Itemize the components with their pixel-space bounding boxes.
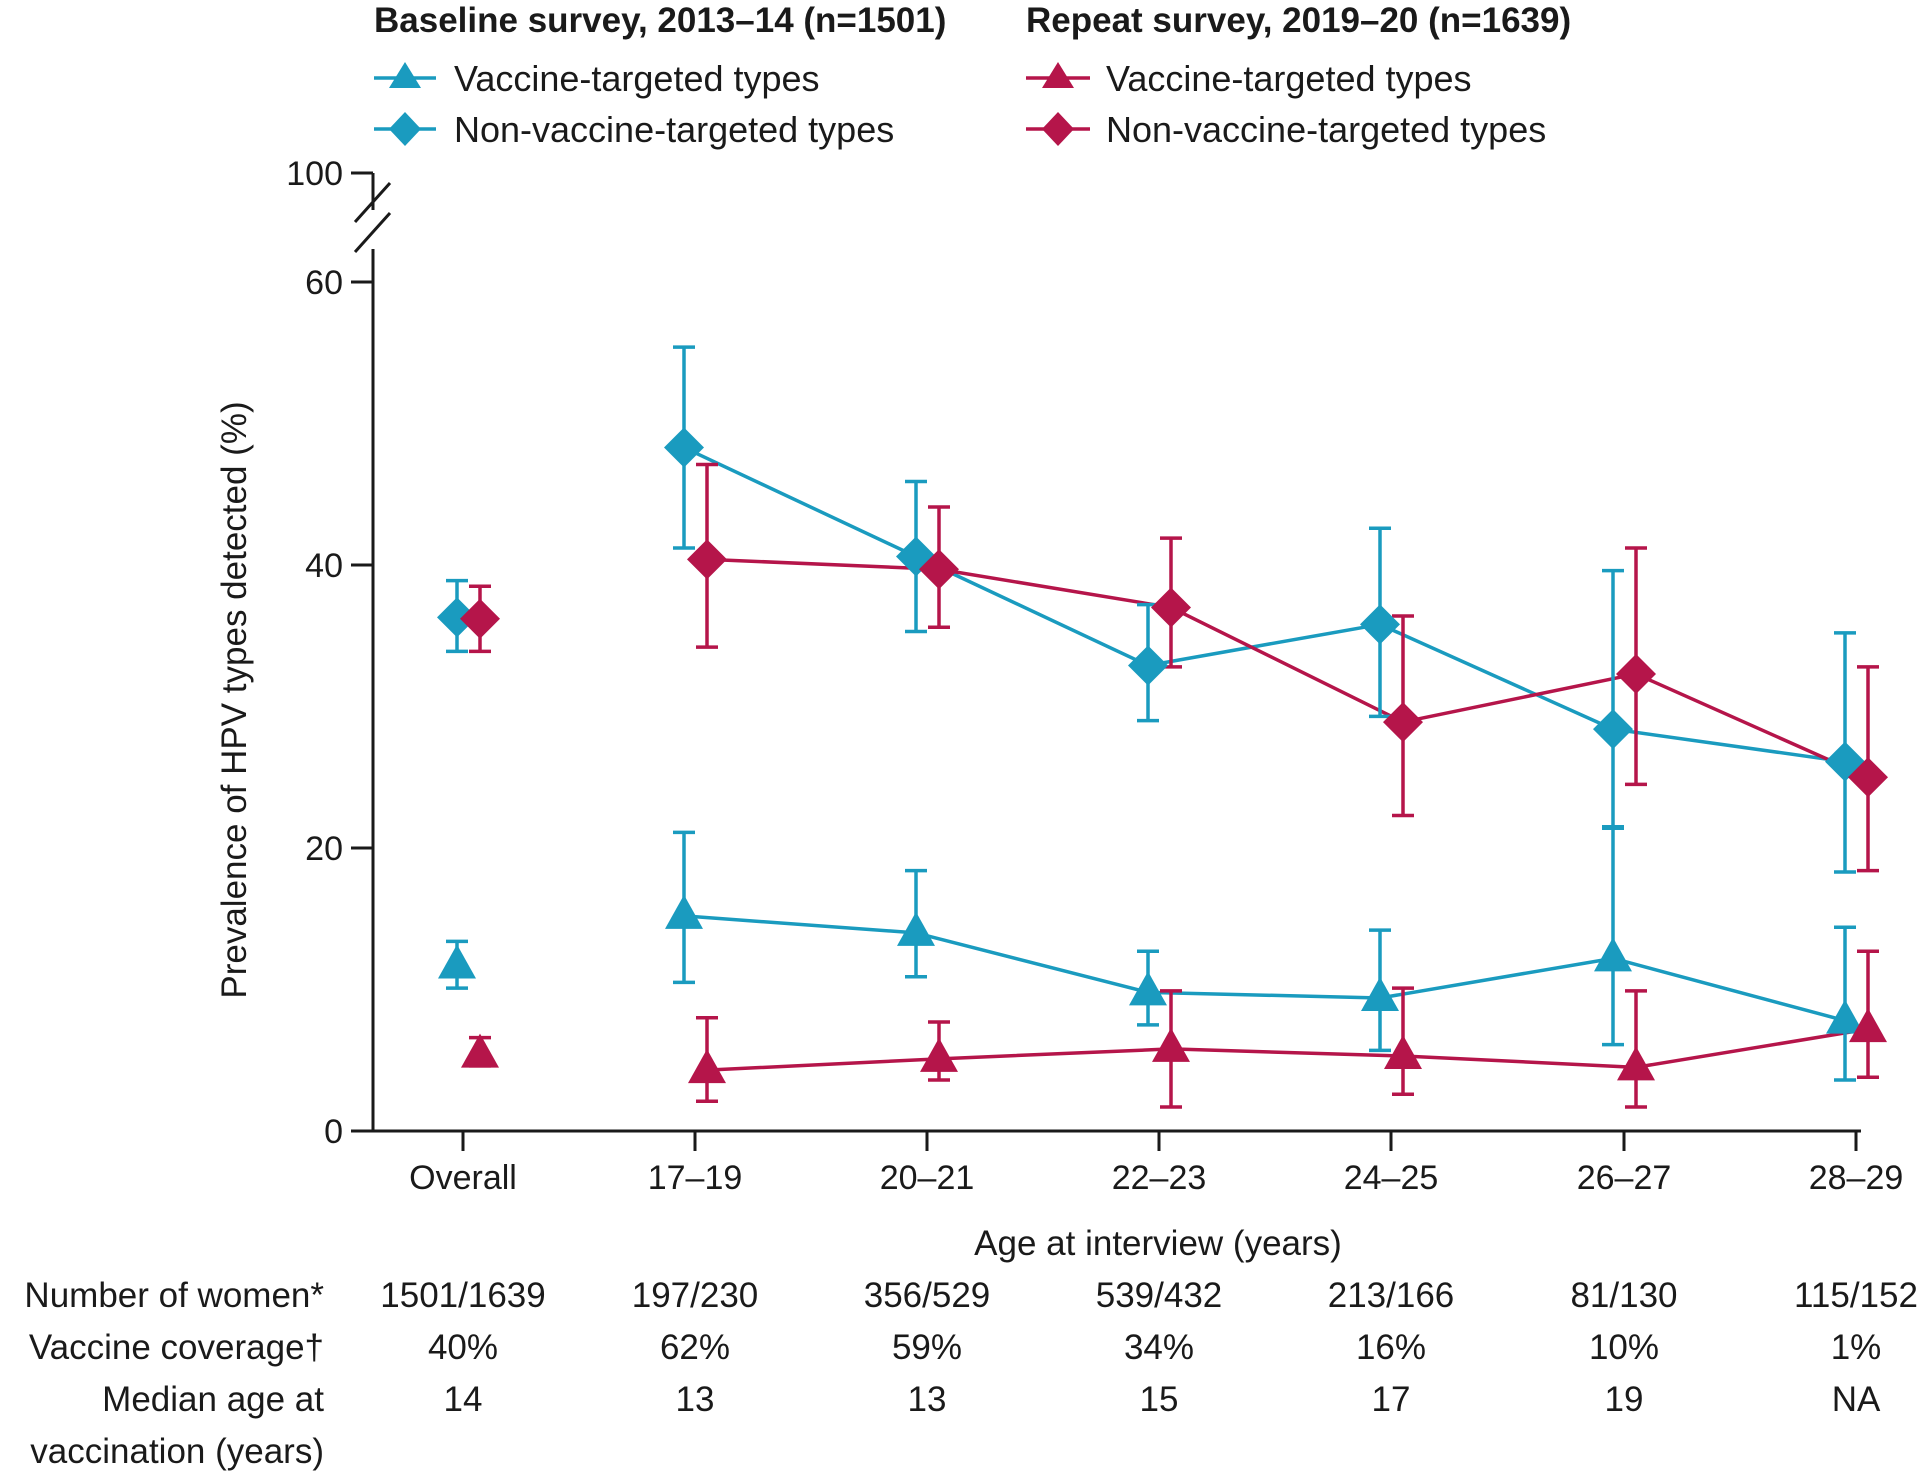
legend-key-baseline-nonvaccine: Non-vaccine-targeted types (374, 109, 894, 150)
table-cell: 40% (428, 1328, 498, 1367)
table-cell: 16% (1356, 1328, 1426, 1367)
error-bar-baseline-triangle (1602, 825, 1624, 1047)
x-tick-label: Overall (409, 1159, 517, 1197)
x-tick-label: 28–29 (1809, 1159, 1904, 1197)
table-cell: 59% (892, 1328, 962, 1367)
marker-baseline-diamond (1128, 645, 1168, 686)
x-tick-label: 22–23 (1112, 1159, 1207, 1197)
axes (353, 173, 1861, 1133)
legend-label-repeat-nonvaccine: Non-vaccine-targeted types (1106, 109, 1546, 150)
y-axis-break-mark (353, 181, 392, 224)
table-cell: 13 (676, 1380, 715, 1419)
table-cell: 1% (1831, 1328, 1882, 1367)
table-cell: 356/529 (864, 1276, 991, 1315)
table-cell: NA (1832, 1380, 1881, 1419)
marker-baseline-diamond (1593, 709, 1633, 750)
series-lines (683, 445, 1869, 1072)
y-tick-label: 40 (305, 547, 343, 585)
table-cell: 539/432 (1096, 1276, 1223, 1315)
diamond-marker-icon (389, 112, 421, 146)
marker-repeat-triangle (1384, 1035, 1422, 1070)
x-ticks: Overall 17–19 20–21 22–23 24–25 26–27 28–29 (409, 1131, 1903, 1197)
y-axis-break-mark (353, 211, 392, 254)
table-cell: 19 (1605, 1380, 1644, 1419)
marker-repeat-triangle (1617, 1046, 1655, 1081)
series-line-baseline-triangle (683, 914, 1846, 1023)
x-tick-label: 24–25 (1344, 1159, 1439, 1197)
marker-repeat-triangle (461, 1033, 499, 1068)
triangle-marker-icon (1042, 62, 1074, 88)
marker-baseline-diamond (664, 427, 704, 468)
data-table: Number of women* 1501/1639 197/230 356/529 5… (24, 1276, 1918, 1471)
table-cell: 197/230 (632, 1276, 759, 1315)
legend-key-repeat-vaccine: Vaccine-targeted types (1026, 58, 1472, 99)
x-axis-title: Age at interview (years) (974, 1224, 1342, 1263)
x-tick-label: 26–27 (1577, 1159, 1672, 1197)
x-tick-label: 20–21 (880, 1159, 975, 1197)
marker-repeat-diamond (919, 549, 959, 590)
diamond-marker-icon (1042, 112, 1074, 146)
table-row-label: Vaccine coverage† (29, 1328, 324, 1367)
marker-repeat-triangle (920, 1037, 958, 1072)
marker-repeat-diamond (1151, 587, 1191, 628)
marker-repeat-diamond (1383, 702, 1423, 743)
error-bar-baseline-diamond (1602, 568, 1624, 830)
table-cell: 34% (1124, 1328, 1194, 1367)
table-cell: 15 (1140, 1380, 1179, 1419)
table-cell: 62% (660, 1328, 730, 1367)
legend-label-baseline-vaccine: Vaccine-targeted types (454, 58, 820, 99)
legend-label-repeat-vaccine: Vaccine-targeted types (1106, 58, 1472, 99)
marker-repeat-triangle (1152, 1027, 1190, 1062)
marker-baseline-triangle (665, 894, 703, 929)
marker-baseline-triangle (1129, 971, 1167, 1006)
y-ticks: 0 20 40 60 (305, 264, 373, 1151)
table-cell: 1501/1639 (380, 1276, 545, 1315)
marker-baseline-triangle (438, 944, 476, 979)
y-break-tick: 100 (286, 155, 373, 193)
y-tick-label: 20 (305, 830, 343, 868)
x-tick-label: 17–19 (648, 1159, 743, 1197)
series-line-repeat-diamond (706, 557, 1869, 779)
legend-key-baseline-vaccine: Vaccine-targeted types (374, 58, 820, 99)
marker-baseline-diamond (437, 597, 477, 638)
legend-title-repeat: Repeat survey, 2019–20 (n=1639) (1026, 1, 1571, 40)
y-axis-title: Prevalence of HPV types detected (%) (215, 401, 254, 998)
data-markers (437, 427, 1888, 1084)
table-cell: 213/166 (1328, 1276, 1455, 1315)
marker-baseline-triangle (1361, 976, 1399, 1011)
legend: Baseline survey, 2013–14 (n=1501) Repeat… (374, 1, 1571, 150)
legend-key-repeat-nonvaccine: Non-vaccine-targeted types (1026, 109, 1546, 150)
marker-baseline-triangle (1594, 937, 1632, 972)
table-cell: 13 (908, 1380, 947, 1419)
marker-repeat-diamond (687, 539, 727, 580)
series-line-baseline-diamond (683, 445, 1846, 764)
marker-repeat-diamond (460, 598, 500, 639)
marker-repeat-diamond (1848, 757, 1888, 798)
table-row-label: Number of women* (24, 1276, 324, 1315)
series-line-repeat-triangle (706, 1027, 1869, 1072)
table-cell: 10% (1589, 1328, 1659, 1367)
marker-repeat-triangle (688, 1049, 726, 1084)
table-row-label: Median age at (102, 1380, 324, 1419)
table-cell: 115/152 (1794, 1276, 1918, 1315)
y-tick-label: 60 (305, 264, 343, 302)
y-tick-label-100: 100 (286, 155, 343, 193)
marker-baseline-triangle (897, 911, 935, 946)
legend-title-baseline: Baseline survey, 2013–14 (n=1501) (374, 1, 946, 40)
table-cell: 14 (444, 1380, 483, 1419)
table-cell: 17 (1372, 1380, 1411, 1419)
y-tick-label: 0 (324, 1113, 343, 1151)
marker-repeat-triangle (1849, 1008, 1887, 1043)
marker-baseline-triangle (1826, 999, 1864, 1034)
table-cell: 81/130 (1570, 1276, 1677, 1315)
marker-repeat-diamond (1616, 653, 1656, 694)
legend-label-baseline-nonvaccine: Non-vaccine-targeted types (454, 109, 894, 150)
table-row-label: vaccination (years) (30, 1432, 324, 1471)
triangle-marker-icon (389, 62, 421, 88)
marker-baseline-diamond (1360, 604, 1400, 645)
